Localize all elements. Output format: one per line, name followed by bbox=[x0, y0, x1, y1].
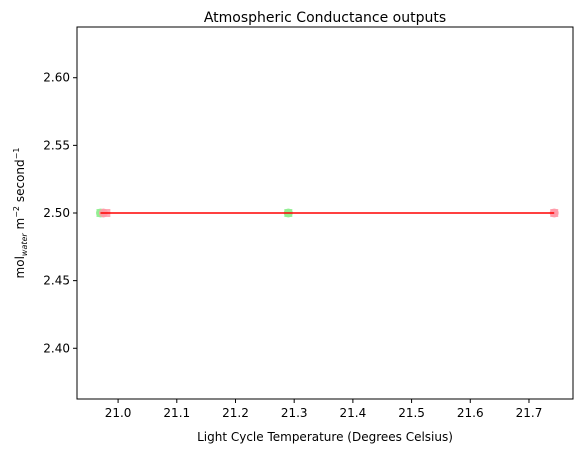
y-label-suffix: second bbox=[13, 159, 27, 206]
plot-area bbox=[76, 26, 574, 400]
y-tick-label: 2.60 bbox=[43, 71, 70, 85]
y-label-subscript: water bbox=[20, 233, 29, 257]
data-marks bbox=[95, 208, 559, 218]
y-tick-label: 2.55 bbox=[43, 138, 70, 152]
x-axis-ticks: 21.0 21.1 21.2 21.3 21.4 21.5 21.6 21.7 bbox=[105, 399, 543, 420]
x-axis-label: Light Cycle Temperature (Degrees Celsius… bbox=[197, 430, 453, 444]
x-tick-label: 21.1 bbox=[163, 406, 190, 420]
x-tick-label: 21.7 bbox=[516, 406, 543, 420]
y-tick-label: 2.40 bbox=[43, 341, 70, 355]
y-label-sup2: −1 bbox=[12, 148, 21, 160]
y-label-sup1: −2 bbox=[12, 206, 21, 218]
x-tick-label: 21.0 bbox=[105, 406, 132, 420]
x-tick-label: 21.4 bbox=[340, 406, 367, 420]
y-tick-label: 2.45 bbox=[43, 274, 70, 288]
x-tick-label: 21.2 bbox=[222, 406, 249, 420]
x-tick-label: 21.3 bbox=[281, 406, 308, 420]
x-tick-label: 21.5 bbox=[398, 406, 425, 420]
y-label-middle: m bbox=[13, 218, 27, 234]
y-label-prefix: mol bbox=[13, 256, 27, 278]
y-axis-label: molwater m−2 second−1 bbox=[12, 148, 29, 279]
y-tick-label: 2.50 bbox=[43, 206, 70, 220]
chart-title: Atmospheric Conductance outputs bbox=[204, 10, 446, 26]
y-axis-ticks: 2.40 2.45 2.50 2.55 2.60 bbox=[43, 71, 77, 355]
x-tick-label: 21.6 bbox=[457, 406, 484, 420]
